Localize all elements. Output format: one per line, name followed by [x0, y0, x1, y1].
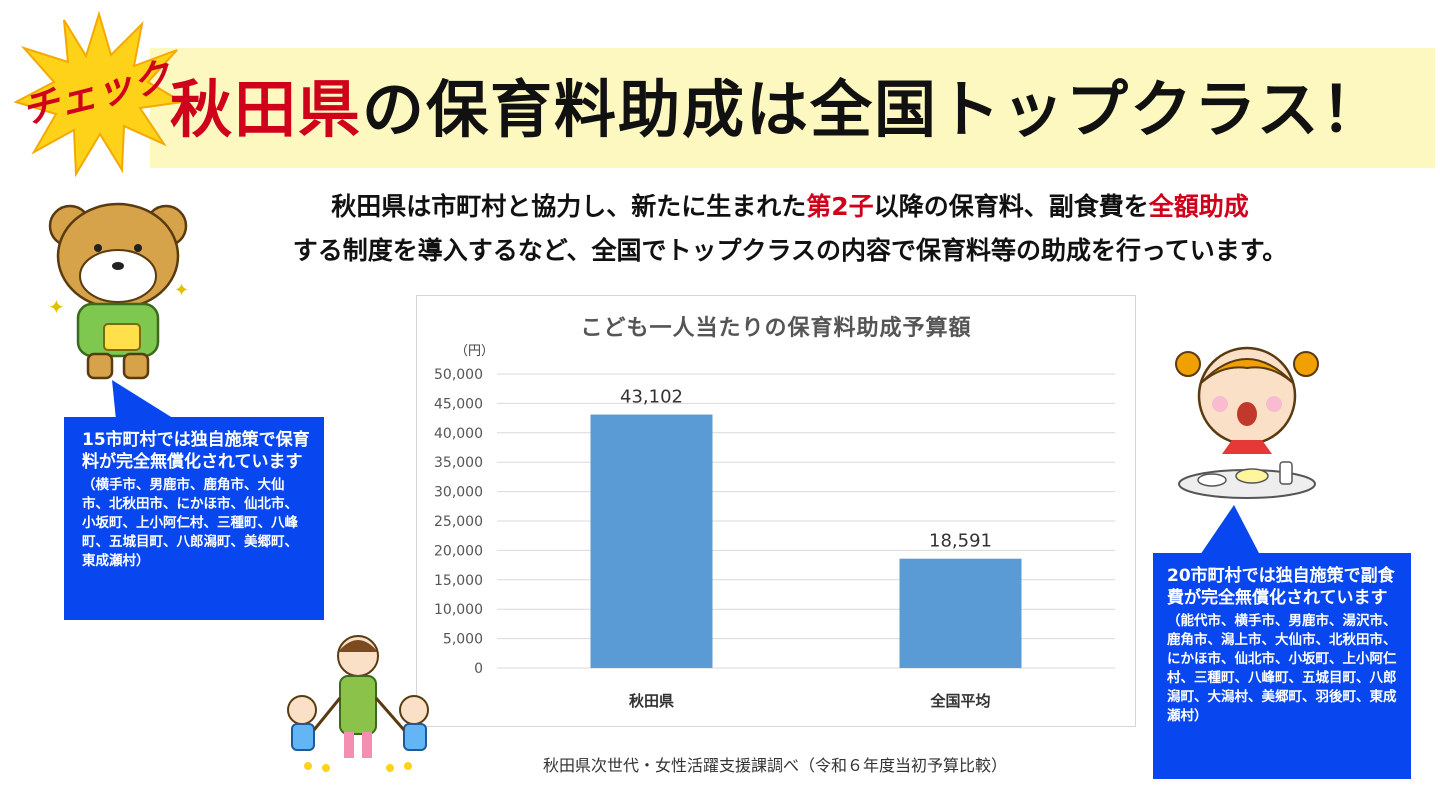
data-label: 18,591	[929, 531, 992, 552]
y-tick-label: 40,000	[434, 426, 483, 442]
y-tick-label: 30,000	[434, 485, 483, 501]
y-tick-label: 50,000	[434, 367, 483, 383]
callout-right-tail	[1200, 505, 1260, 555]
y-tick-label: 0	[474, 661, 483, 677]
intro-line1-b: 以降の保育料、副食費を	[873, 192, 1149, 221]
bar-chart: 0 5,000 10,000 15,000 20,000 25,000 30,000 35,0…	[434, 367, 1115, 710]
y-axis-unit: （円）	[455, 344, 495, 359]
svg-text:✦: ✦	[48, 295, 65, 319]
y-tick-label: 25,000	[434, 514, 483, 530]
source-note: 秋田県次世代・女性活躍支援課調べ（令和６年度当初予算比較）	[542, 756, 1007, 775]
y-tick-label: 10,000	[434, 602, 483, 618]
page-title: 秋田県の保育料助成は全国トップクラス！	[170, 62, 1430, 158]
x-tick-label: 秋田県	[629, 692, 674, 710]
y-tick-label: 20,000	[434, 543, 483, 559]
y-tick-label: 45,000	[434, 396, 483, 412]
bar	[590, 414, 713, 668]
bar	[899, 558, 1022, 668]
callout-left-list: （横手市、男鹿市、鹿角市、大仙市、北秋田市、にかほ市、仙北市、小坂町、上小阿仁村…	[82, 477, 298, 569]
y-tick-label: 15,000	[434, 573, 483, 589]
callout-left-main: 15市町村では独自施策で保育料が完全無償化されています	[82, 430, 310, 472]
intro-line-1: 秋田県は市町村と協力し、新たに生まれた第2子以降の保育料、副食費を全額助成	[180, 185, 1400, 229]
title-highlight: 秋田県	[170, 73, 363, 146]
intro-text: 秋田県は市町村と協力し、新たに生まれた第2子以降の保育料、副食費を全額助成 する…	[180, 185, 1400, 273]
starburst-icon	[14, 10, 184, 178]
title-rest: の保育料助成は全国トップクラス！	[362, 73, 1385, 146]
intro-line-2: する制度を導入するなど、全国でトップクラスの内容で保育料等の助成を行っています。	[292, 236, 1288, 265]
x-tick-label: 全国平均	[929, 692, 990, 710]
callout-right-main: 20市町村では独自施策で副食費が完全無償化されています	[1167, 566, 1395, 608]
svg-text:✦: ✦	[174, 280, 189, 301]
callout-right-list: （能代市、横手市、男鹿市、湯沢市、鹿角市、潟上市、大仙市、北秋田市、にかほ市、仙…	[1167, 613, 1397, 724]
callout-left-tail	[112, 380, 176, 420]
bear-mascot-illustration: ✦ ✦	[48, 202, 189, 380]
intro-highlight-full-subsidy: 全額助成	[1148, 192, 1249, 221]
y-tick-label: 35,000	[434, 455, 483, 471]
intro-line1-a: 秋田県は市町村と協力し、新たに生まれた	[331, 192, 807, 221]
title-band	[150, 48, 1435, 168]
data-label: 43,102	[620, 387, 683, 408]
teacher-children-illustration	[287, 635, 429, 772]
callout-free-meal-fees: 20市町村では独自施策で副食費が完全無償化されています （能代市、横手市、男鹿市…	[1153, 553, 1411, 779]
check-burst-badge: チェック	[14, 10, 184, 178]
intro-highlight-second-child: 第2子	[806, 192, 874, 221]
girl-eating-illustration	[1175, 346, 1319, 499]
y-tick-label: 5,000	[443, 632, 483, 648]
chart-container: こども一人当たりの保育料助成予算額 （円） 0 5,000 10,000 15,000…	[416, 295, 1136, 727]
callout-free-childcare: 15市町村では独自施策で保育料が完全無償化されています （横手市、男鹿市、鹿角市…	[64, 417, 324, 620]
chart-title: こども一人当たりの保育料助成予算額	[580, 316, 972, 341]
